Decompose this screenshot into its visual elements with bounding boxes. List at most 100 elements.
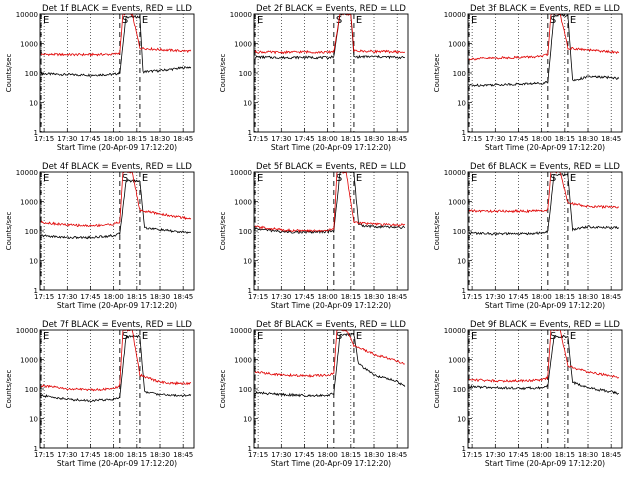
plot-frame	[39, 329, 195, 449]
x-tick-label: 17:15	[34, 293, 54, 301]
x-tick-label: 18:45	[173, 451, 193, 459]
plot-frame	[253, 171, 409, 291]
marker-label: S	[336, 331, 342, 342]
x-tick-label: 17:15	[462, 451, 482, 459]
lld-series-line	[468, 329, 620, 383]
plot-frame	[39, 171, 195, 291]
x-tick-label: 17:30	[57, 293, 77, 301]
lld-series-line	[40, 13, 192, 57]
x-tick-label: 17:15	[248, 293, 268, 301]
y-tick-label: 10	[243, 100, 252, 108]
x-tick-label: 18:30	[364, 293, 384, 301]
y-tick-label: 1	[462, 287, 466, 295]
panel-title: Det 4f BLACK = Events, RED = LLD	[42, 162, 192, 172]
x-tick-label: 17:15	[248, 135, 268, 143]
panel-title: Det 3f BLACK = Events, RED = LLD	[470, 4, 620, 14]
panel-title: Det 9f BLACK = Events, RED = LLD	[470, 320, 620, 330]
marker-label: E	[43, 15, 49, 26]
x-tick-label: 18:30	[578, 451, 598, 459]
panel-det-8: Det 8f BLACK = Events, RED = LLD Counts/s…	[219, 320, 409, 468]
x-tick-label: 18:15	[555, 293, 575, 301]
y-tick-label: 10000	[16, 11, 38, 19]
y-tick-label: 10	[457, 416, 466, 424]
events-series-line	[468, 334, 619, 395]
y-axis-label: Counts/sec	[219, 370, 227, 409]
x-tick-label: 18:15	[127, 293, 147, 301]
marker-label: E	[471, 173, 477, 184]
x-tick-label: 18:15	[555, 135, 575, 143]
marker-label: E	[43, 331, 49, 342]
marker-label: E	[471, 15, 477, 26]
y-tick-label: 10000	[444, 169, 466, 177]
panel-det-5: Det 5f BLACK = Events, RED = LLD Counts/s…	[219, 162, 409, 310]
x-tick-label: 17:45	[294, 293, 314, 301]
y-tick-label: 100	[453, 70, 466, 78]
marker-label: E	[570, 173, 576, 184]
x-tick-label: 18:30	[578, 135, 598, 143]
x-tick-label: 17:45	[294, 451, 314, 459]
panel-det-6: Det 6f BLACK = Events, RED = LLD Counts/s…	[433, 162, 623, 310]
x-tick-label: 18:30	[578, 293, 598, 301]
x-tick-label: 17:45	[508, 293, 528, 301]
panel-title: Det 2f BLACK = Events, RED = LLD	[256, 4, 406, 14]
marker-label: E	[356, 173, 362, 184]
x-tick-label: 18:00	[532, 135, 552, 143]
marker-label: S	[122, 331, 128, 342]
x-tick-label: 18:15	[127, 451, 147, 459]
marker-label: S	[122, 173, 128, 184]
marker-label: S	[550, 173, 556, 184]
lld-series-line	[40, 171, 192, 228]
marker-label: E	[142, 173, 148, 184]
x-tick-label: 17:30	[485, 451, 505, 459]
panel-title: Det 7f BLACK = Events, RED = LLD	[42, 320, 192, 330]
x-axis-label: Start Time (20-Apr-09 17:12:20)	[271, 459, 391, 468]
marker-label: S	[550, 331, 556, 342]
x-tick-label: 18:30	[150, 451, 170, 459]
events-series-line	[468, 173, 620, 236]
lld-series-line	[468, 171, 620, 214]
y-axis-label: Counts/sec	[219, 54, 227, 93]
y-axis-label: Counts/sec	[5, 54, 13, 93]
y-tick-label: 10000	[444, 11, 466, 19]
x-tick-label: 18:45	[601, 135, 621, 143]
x-axis-label: Start Time (20-Apr-09 17:12:20)	[271, 143, 391, 152]
plot-frame	[39, 13, 195, 133]
y-tick-label: 10	[243, 258, 252, 266]
x-tick-label: 18:00	[104, 135, 124, 143]
x-axis-label: Start Time (20-Apr-09 17:12:20)	[271, 301, 391, 310]
marker-label: E	[471, 331, 477, 342]
panel-det-3: Det 3f BLACK = Events, RED = LLD Counts/s…	[433, 4, 623, 152]
y-axis-label: Counts/sec	[433, 212, 441, 251]
y-axis-label: Counts/sec	[433, 54, 441, 93]
x-tick-label: 18:00	[318, 451, 338, 459]
x-tick-label: 17:15	[34, 135, 54, 143]
x-tick-label: 18:45	[387, 293, 407, 301]
lld-series-line	[40, 329, 192, 392]
x-axis-label: Start Time (20-Apr-09 17:12:20)	[485, 301, 605, 310]
y-tick-label: 10	[29, 100, 38, 108]
y-tick-label: 100	[25, 228, 38, 236]
panel-det-4: Det 4f BLACK = Events, RED = LLD Counts/s…	[5, 162, 195, 310]
marker-label: E	[356, 331, 362, 342]
panel-title: Det 1f BLACK = Events, RED = LLD	[42, 4, 192, 14]
x-tick-label: 18:30	[150, 293, 170, 301]
y-tick-label: 10000	[16, 327, 38, 335]
marker-label: E	[257, 173, 263, 184]
events-series-line	[40, 178, 191, 240]
y-tick-label: 1	[34, 287, 38, 295]
panel-title: Det 6f BLACK = Events, RED = LLD	[470, 162, 620, 172]
marker-label: S	[550, 15, 556, 26]
marker-label: E	[257, 15, 263, 26]
y-tick-label: 1000	[20, 357, 38, 365]
y-tick-label: 100	[25, 386, 38, 394]
x-tick-label: 17:30	[57, 135, 77, 143]
lld-series-line	[468, 13, 620, 61]
y-tick-label: 1	[248, 445, 252, 453]
y-axis-label: Counts/sec	[5, 212, 13, 251]
y-tick-label: 1	[462, 445, 466, 453]
x-tick-label: 17:45	[294, 135, 314, 143]
x-axis-label: Start Time (20-Apr-09 17:12:20)	[485, 143, 605, 152]
lld-series-line	[254, 329, 405, 378]
y-tick-label: 1000	[448, 41, 466, 49]
panel-title: Det 5f BLACK = Events, RED = LLD	[256, 162, 406, 172]
